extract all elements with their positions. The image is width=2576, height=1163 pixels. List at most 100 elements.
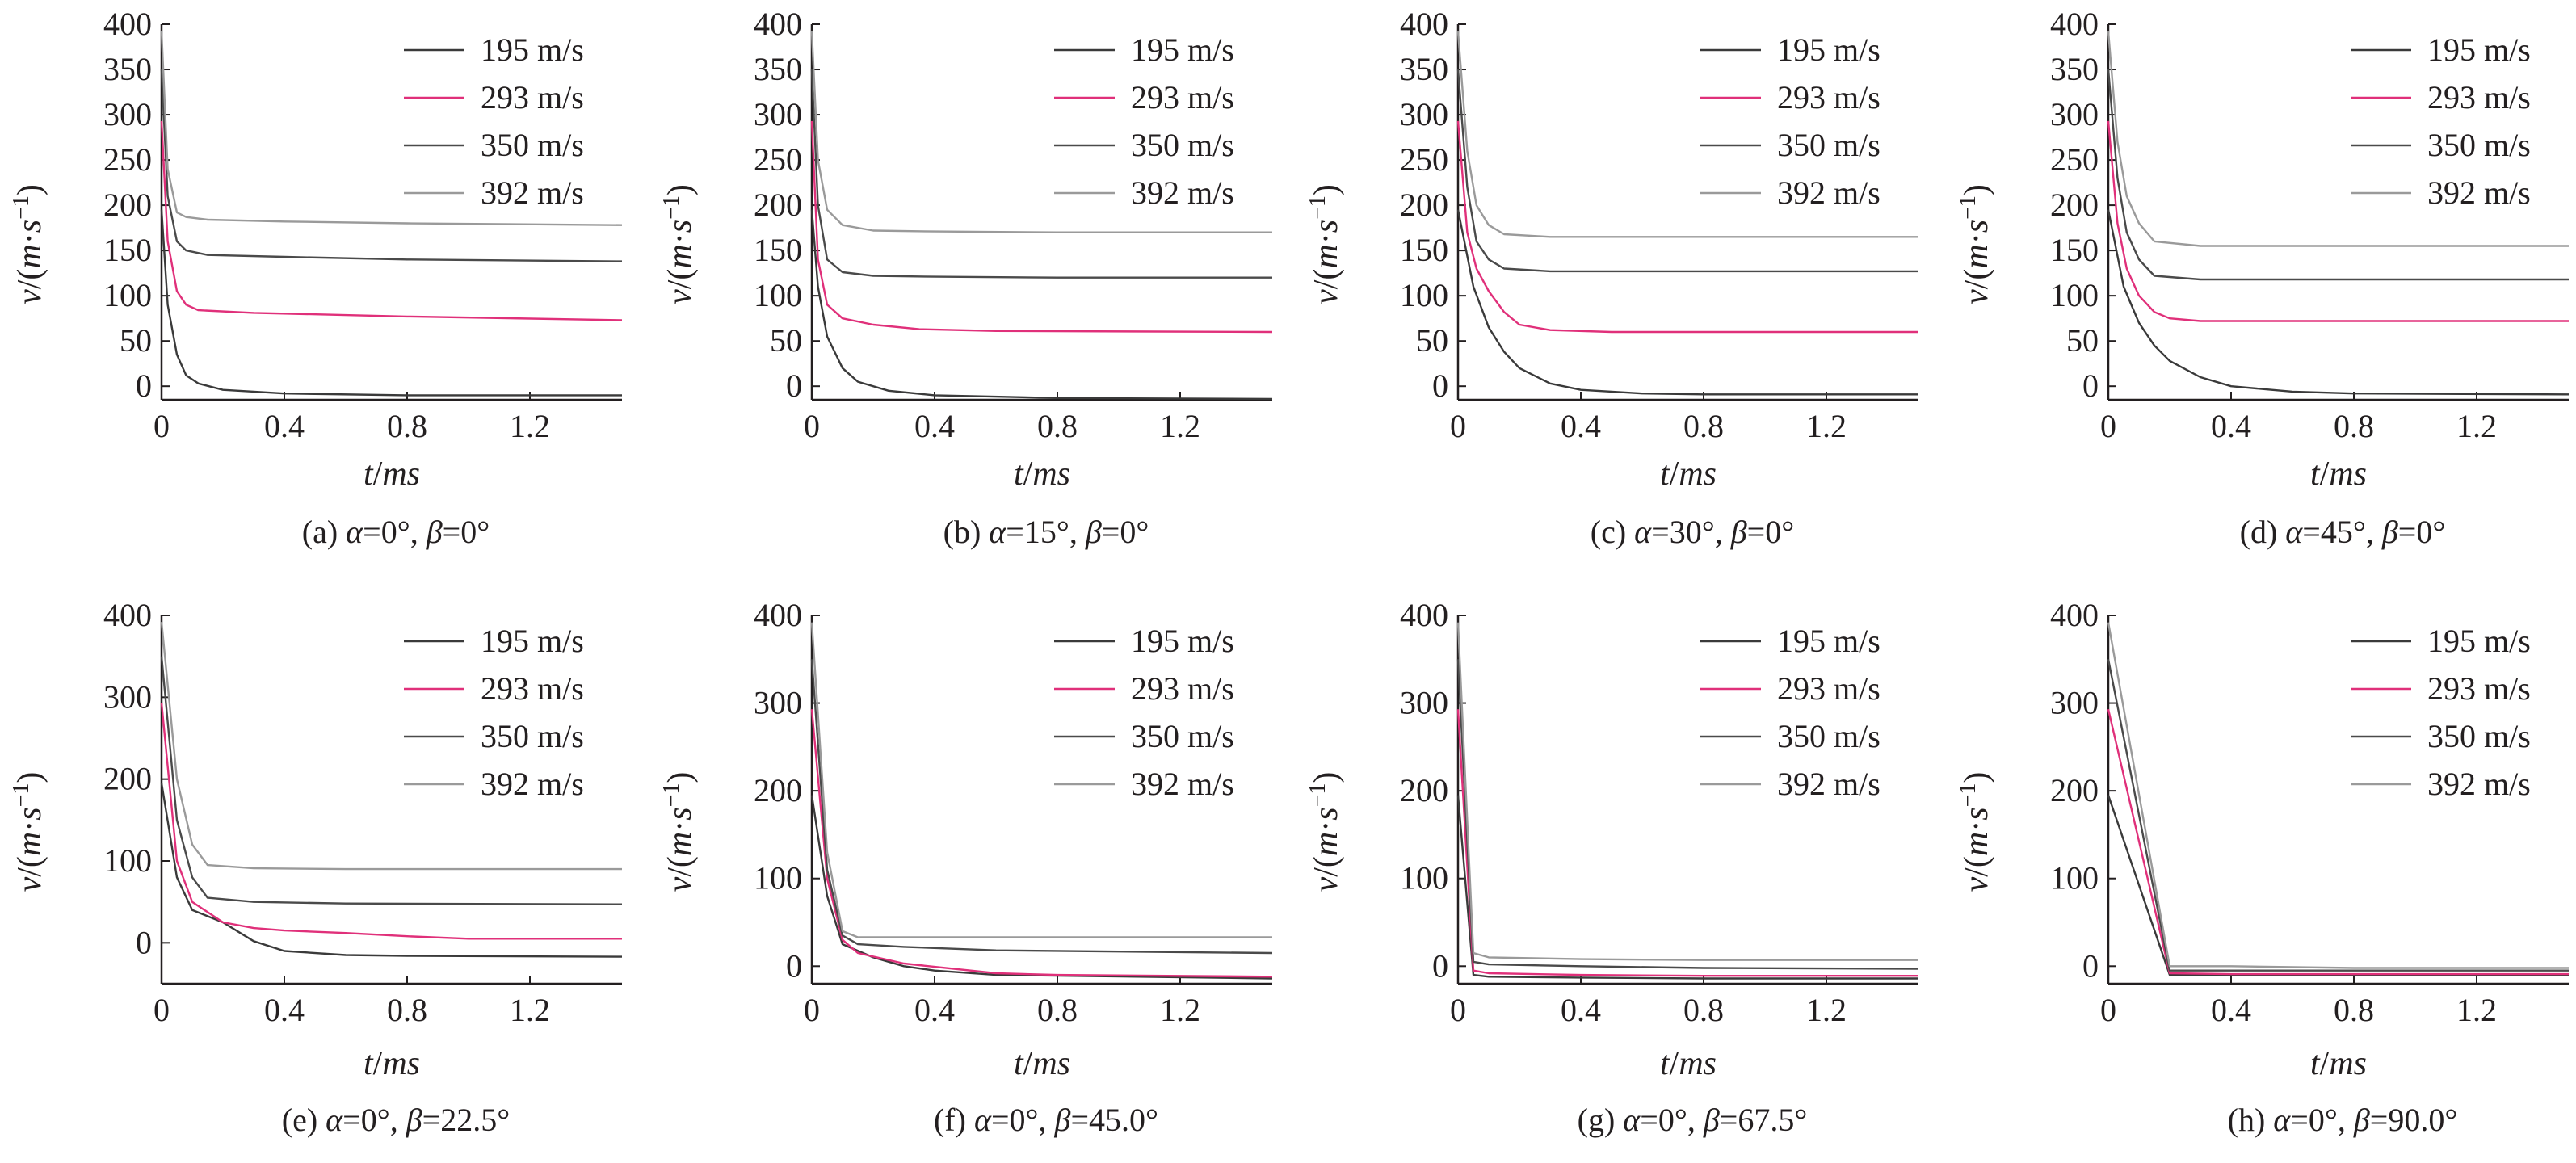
y-tick-label: 400 — [103, 6, 152, 42]
series-line — [1456, 31, 1918, 238]
series-line — [2107, 31, 2569, 247]
y-tick-label: 350 — [754, 51, 802, 87]
legend-label: 350 m/s — [1131, 718, 1234, 754]
panel-a: 0 50 100 150 200 250 300 350 400 0 0.4 0.8 1.2 t/ms v/… — [9, 6, 623, 550]
legend-label: 293 m/s — [2427, 670, 2531, 707]
y-axis-label: v/(m·s−1) — [1305, 184, 1346, 304]
y-tick-label: 150 — [1400, 232, 1448, 268]
y-tick-label: 400 — [1400, 597, 1448, 633]
y-tick-label: 400 — [2050, 597, 2099, 633]
series-line — [160, 656, 623, 905]
series-line — [810, 31, 1272, 233]
x-tick-label: 0 — [153, 992, 170, 1028]
y-tick-label: 300 — [754, 685, 802, 721]
x-tick-label: 1.2 — [1160, 992, 1200, 1028]
y-tick-label: 0 — [2082, 367, 2099, 404]
x-axis-label: t/ms — [1660, 1045, 1717, 1082]
y-tick-label: 100 — [1400, 277, 1448, 313]
legend-label: 392 m/s — [1131, 766, 1234, 802]
legend-label: 195 m/s — [2427, 31, 2531, 68]
y-tick-label: 400 — [754, 6, 802, 42]
legend-label: 195 m/s — [1777, 623, 1881, 659]
x-axis-label: t/ms — [1014, 1045, 1070, 1082]
legend-label: 392 m/s — [481, 174, 584, 211]
x-tick-label: 1.2 — [1160, 408, 1200, 444]
series-line — [1456, 209, 1918, 396]
y-tick-label: 400 — [1400, 6, 1448, 42]
legend-label: 350 m/s — [1777, 718, 1881, 754]
legend-label: 195 m/s — [481, 623, 584, 659]
x-axis-label: t/ms — [363, 1045, 420, 1082]
legend-label: 293 m/s — [1777, 79, 1881, 115]
y-tick-label: 0 — [2082, 947, 2099, 984]
series-line — [1456, 622, 1918, 961]
y-tick-label: 0 — [136, 367, 152, 404]
y-axis-label: v/(m·s−1) — [9, 772, 49, 892]
series-line — [2107, 69, 2569, 281]
series-line — [810, 209, 1273, 401]
legend-label: 350 m/s — [1777, 127, 1881, 163]
legend-label: 392 m/s — [1777, 174, 1881, 211]
y-tick-label: 250 — [2050, 141, 2099, 178]
y-tick-label: 400 — [103, 597, 152, 633]
series-line — [810, 795, 1273, 980]
legend-label: 293 m/s — [1777, 670, 1881, 707]
legend-label: 392 m/s — [1131, 174, 1234, 211]
y-tick-label: 100 — [754, 860, 802, 896]
y-tick-label: 300 — [1400, 96, 1448, 132]
y-axis-label: v/(m·s−1) — [9, 184, 49, 304]
y-axis-label: v/(m·s−1) — [659, 772, 700, 892]
x-axis-label: t/ms — [1660, 456, 1717, 493]
x-tick-label: 0 — [804, 408, 820, 444]
y-tick-label: 300 — [1400, 685, 1448, 721]
panel-c: 0 50 100 150 200 250 300 350 400 0 0.4 0.8 1.2 t/ms v/… — [1305, 6, 1918, 550]
panel-e: 0 100 200 300 400 0 0.4 0.8 1.2 t/ms v/(m·s−1) 195 … — [9, 597, 623, 1138]
legend-label: 293 m/s — [481, 79, 584, 115]
y-tick-label: 200 — [103, 187, 152, 223]
legend-label: 392 m/s — [481, 766, 584, 802]
y-tick-label: 250 — [103, 141, 152, 178]
x-tick-label: 0.8 — [1683, 992, 1724, 1028]
legend-label: 195 m/s — [1777, 31, 1881, 68]
y-tick-label: 250 — [754, 141, 802, 178]
y-tick-label: 50 — [120, 322, 152, 359]
x-tick-label: 0.8 — [387, 408, 427, 444]
series-line — [2107, 209, 2570, 396]
series-line — [2107, 795, 2569, 976]
x-tick-label: 0 — [1450, 408, 1466, 444]
x-tick-label: 1.2 — [510, 408, 550, 444]
y-tick-label: 300 — [754, 96, 802, 132]
panel-caption: (b) α=15°, β=0° — [943, 514, 1149, 550]
y-axis-label: v/(m·s−1) — [1956, 184, 1996, 304]
series-line — [1456, 120, 1918, 334]
y-tick-label: 100 — [1400, 860, 1448, 896]
series-line — [2107, 120, 2569, 322]
y-axis-label: v/(m·s−1) — [659, 184, 700, 304]
legend-label: 350 m/s — [481, 127, 584, 163]
panel-h: 0 100 200 300 400 0 0.4 0.8 1.2 t/ms v/(m·s−1) 195 … — [1956, 597, 2569, 1138]
y-tick-label: 100 — [2050, 277, 2099, 313]
y-tick-label: 100 — [2050, 860, 2099, 896]
x-tick-label: 0.4 — [264, 992, 305, 1028]
panel-caption: (h) α=0°, β=90.0° — [2228, 1102, 2458, 1138]
legend-label: 350 m/s — [2427, 127, 2531, 163]
y-axis-label: v/(m·s−1) — [1956, 772, 1996, 892]
panel-g: 0 100 200 300 400 0 0.4 0.8 1.2 t/ms v/(m·s−1) 195 … — [1305, 597, 1919, 1138]
panel-caption: (g) α=0°, β=67.5° — [1578, 1102, 1808, 1138]
x-tick-label: 0 — [153, 408, 170, 444]
panel-d: 0 50 100 150 200 250 300 350 400 0 0.4 0.8 1.2 t/ms v/… — [1956, 6, 2570, 550]
x-tick-label: 0.8 — [2334, 992, 2374, 1028]
x-tick-label: 0 — [2100, 992, 2116, 1028]
y-tick-label: 150 — [2050, 232, 2099, 268]
series-line — [2107, 622, 2569, 969]
x-tick-label: 1.2 — [2456, 992, 2497, 1028]
y-tick-label: 300 — [2050, 96, 2099, 132]
x-axis-label: t/ms — [2310, 1045, 2367, 1082]
series-line — [160, 703, 622, 940]
series-line — [160, 69, 623, 262]
x-tick-label: 1.2 — [2456, 408, 2497, 444]
x-axis-label: t/ms — [363, 456, 420, 493]
x-tick-label: 0.8 — [1037, 408, 1078, 444]
